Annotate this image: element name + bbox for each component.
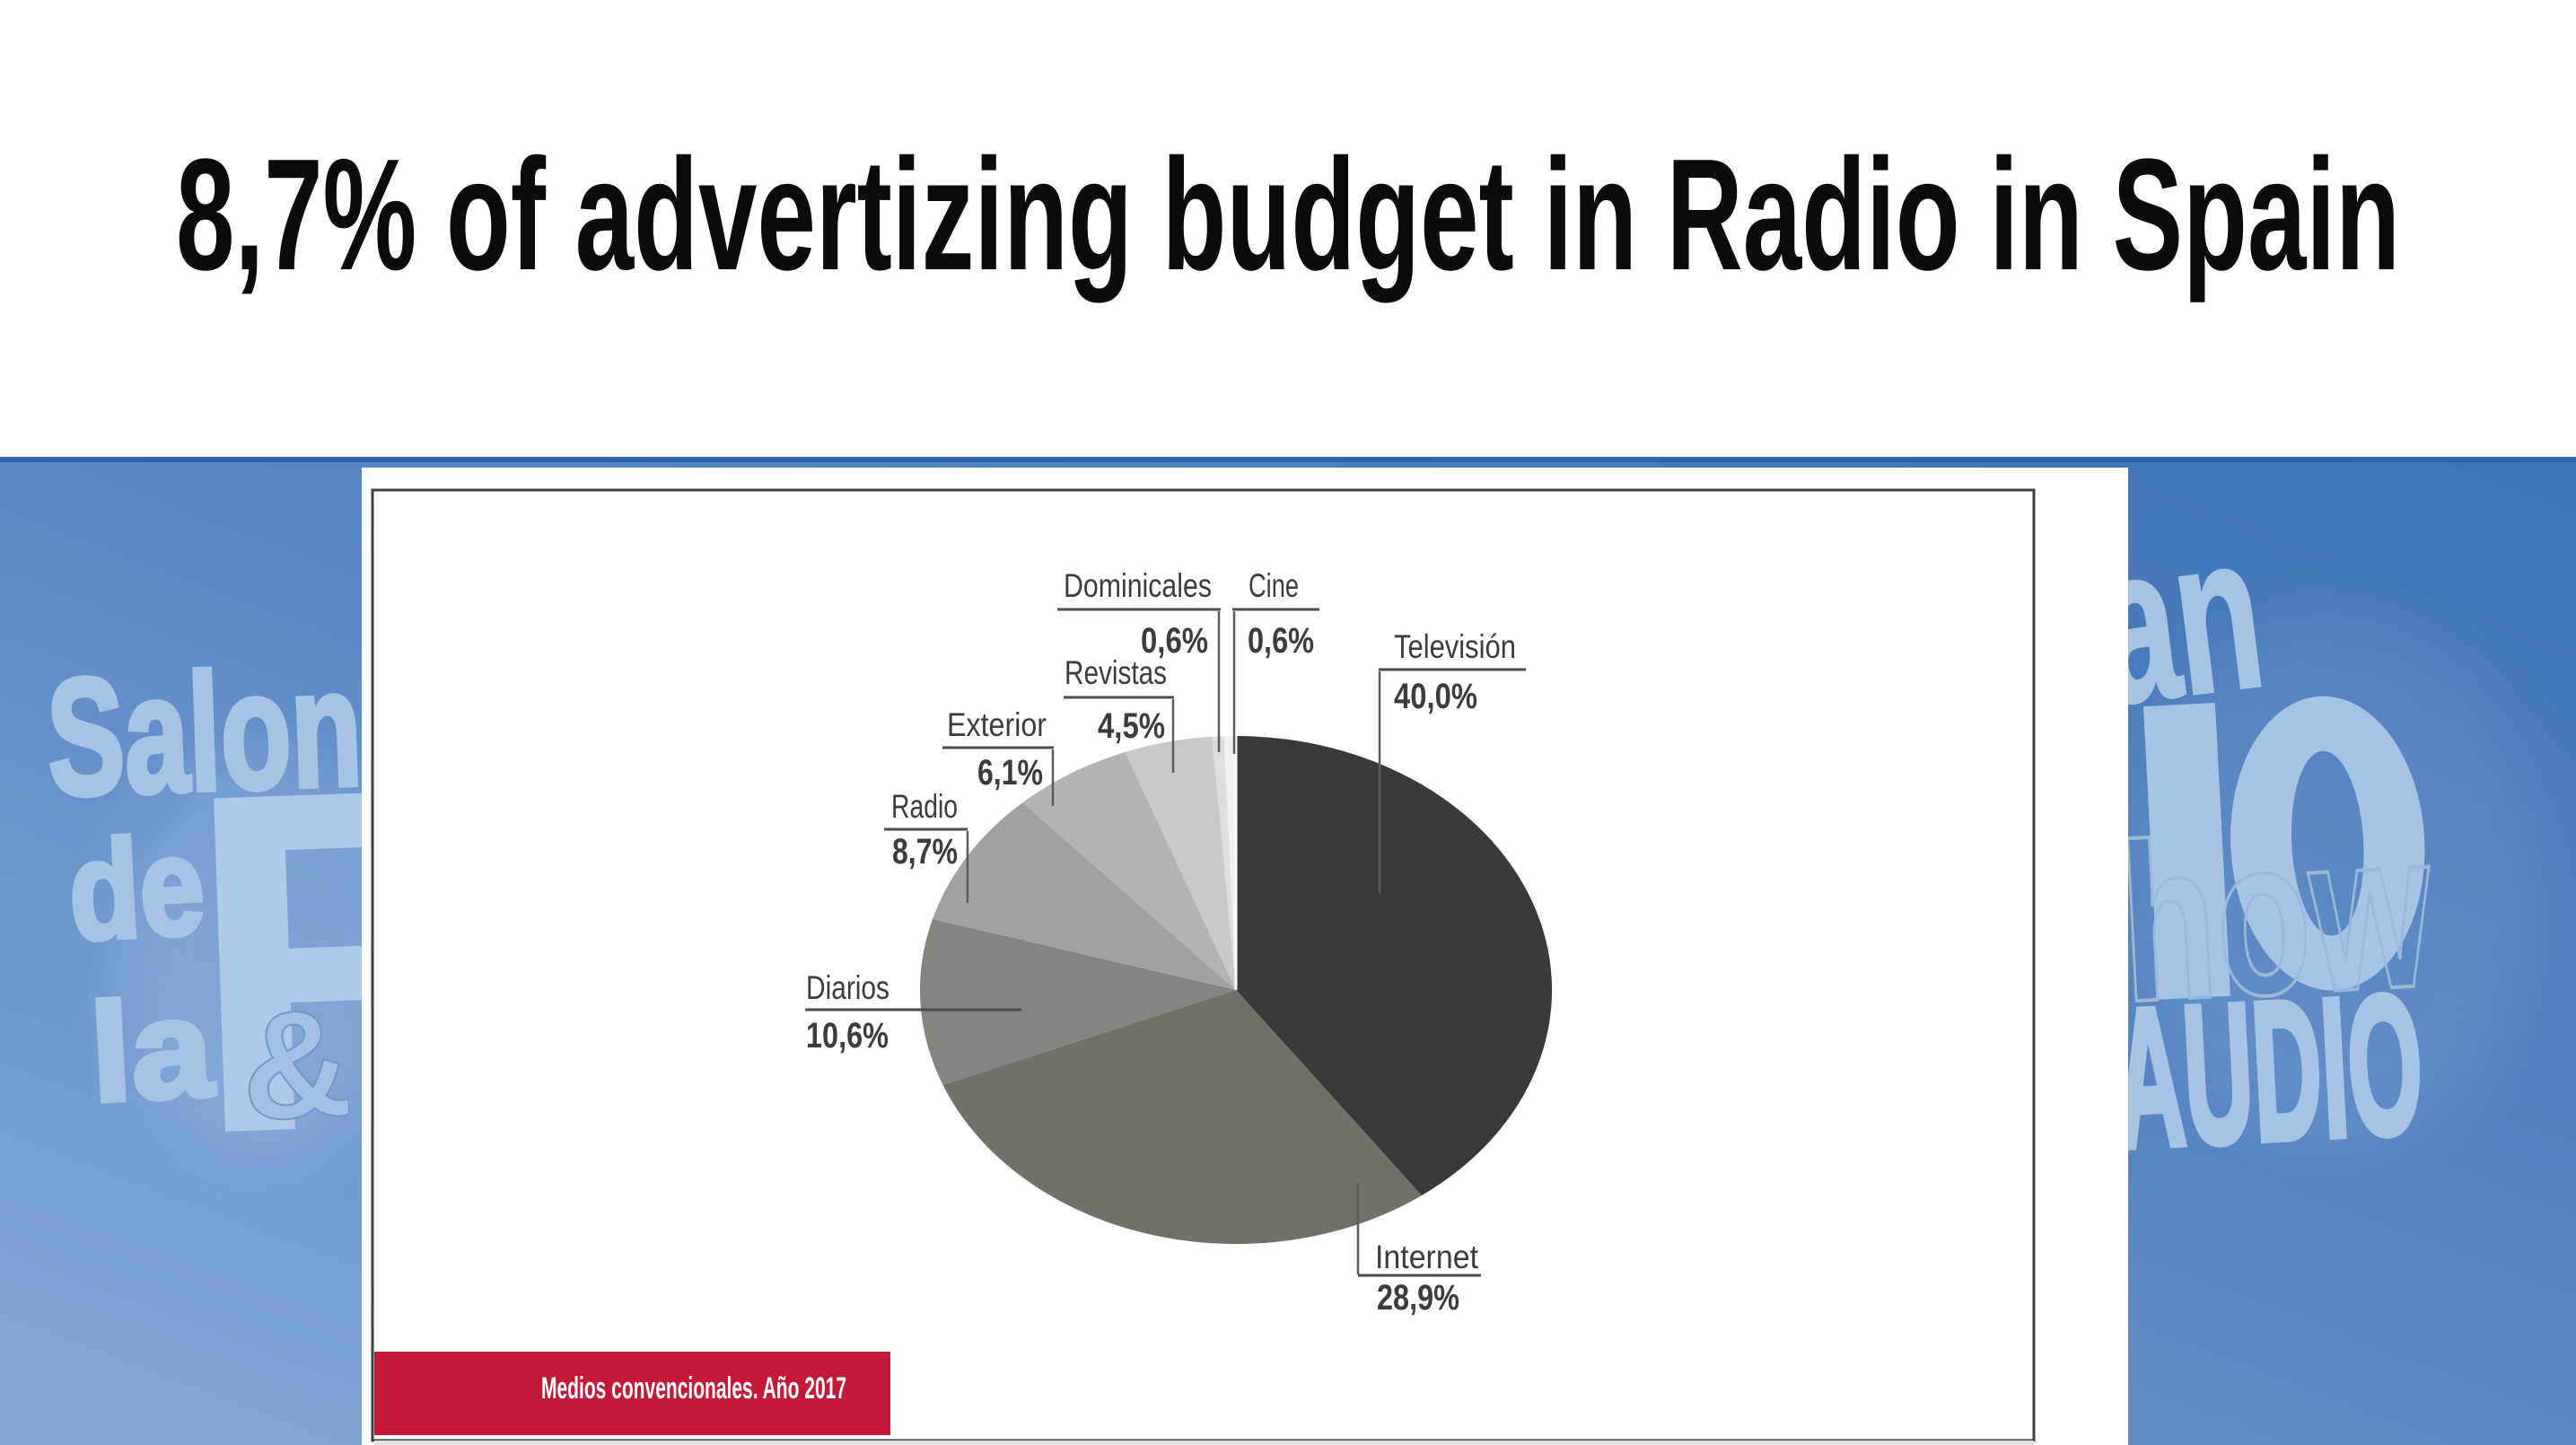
- svg-text:how: how: [2115, 783, 2437, 1049]
- svg-text:Dominicales: Dominicales: [1064, 567, 1212, 604]
- svg-text:Medios convencionales. Año 201: Medios convencionales. Año 2017: [541, 1371, 846, 1406]
- svg-text:0,6%: 0,6%: [1141, 621, 1208, 661]
- svg-text:Internet: Internet: [1375, 1239, 1479, 1275]
- svg-text:de: de: [66, 807, 208, 969]
- svg-text:40,0%: 40,0%: [1394, 677, 1477, 716]
- svg-text:Televisión: Televisión: [1394, 628, 1516, 665]
- svg-text:10,6%: 10,6%: [806, 1016, 889, 1055]
- svg-text:la: la: [87, 969, 218, 1131]
- svg-text:&: &: [237, 977, 356, 1153]
- svg-text:6,1%: 6,1%: [977, 753, 1043, 793]
- svg-text:28,9%: 28,9%: [1377, 1278, 1459, 1318]
- svg-text:0,6%: 0,6%: [1248, 621, 1314, 661]
- svg-text:Exterior: Exterior: [947, 706, 1047, 743]
- svg-text:Cine: Cine: [1249, 567, 1299, 604]
- svg-text:8,7% of advertizing budget in: 8,7% of advertizing budget in Radio in S…: [176, 126, 2400, 303]
- svg-text:Salon: Salon: [44, 635, 364, 831]
- svg-text:4,5%: 4,5%: [1098, 706, 1165, 746]
- svg-text:8,7%: 8,7%: [892, 832, 958, 871]
- svg-text:Revistas: Revistas: [1065, 654, 1167, 691]
- svg-text:Diarios: Diarios: [806, 969, 889, 1006]
- svg-text:Radio: Radio: [891, 788, 958, 825]
- svg-text:AUDIO: AUDIO: [2109, 953, 2427, 1190]
